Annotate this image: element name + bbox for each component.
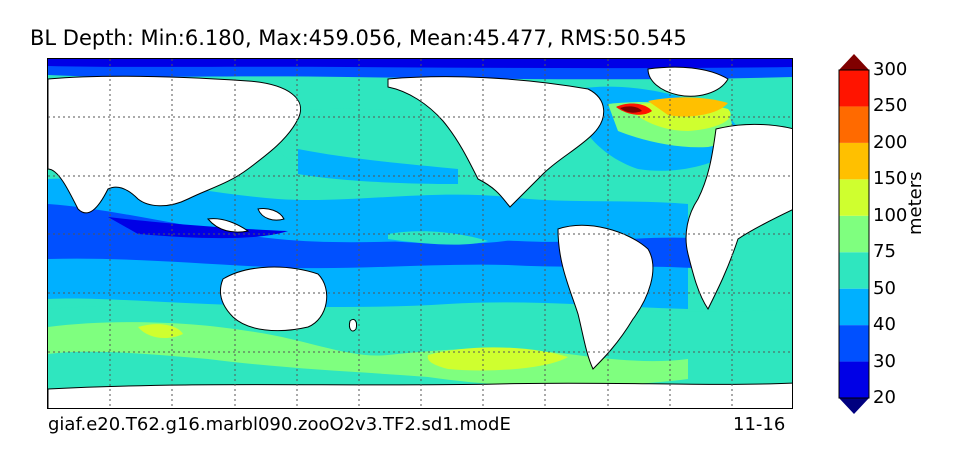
colorbar-segment: [839, 325, 869, 362]
north-atlantic-orange: [648, 97, 728, 117]
case-name-caption: giaf.e20.T62.g16.marbl090.zooO2v3.TF2.sd…: [48, 414, 511, 435]
colorbar-tick-label: 20: [873, 387, 896, 408]
colorbar-tick-label: 30: [873, 350, 896, 372]
north-pacific-sky: [298, 149, 458, 184]
map-panel: [47, 58, 793, 409]
north-atlantic-maroon: [620, 106, 642, 113]
colorbar-tick-label: 200: [873, 131, 908, 153]
colorbar-tick-label: 150: [873, 168, 908, 190]
southern-green-band: [48, 322, 688, 387]
colorbar-segment: [839, 70, 869, 107]
arctic-deep-blue: [48, 59, 792, 69]
colorbar-segment: [839, 361, 869, 398]
colorbar-segment: [839, 252, 869, 289]
map-grid: [48, 59, 792, 408]
yellow-patch-2: [427, 347, 568, 371]
cyan-patch-pacific: [388, 231, 488, 245]
colorbar-tick-label: 40: [873, 314, 896, 336]
colorbar-segment: [839, 215, 869, 253]
colorbar-extend-top: [839, 54, 869, 70]
colorbar-extend-bottom: [839, 398, 869, 414]
tropical-blue-band: [48, 204, 708, 269]
colorbar-tick-label: 50: [873, 277, 896, 299]
colorbar-segment: [839, 179, 869, 216]
colorbar-segment: [839, 106, 869, 143]
colorbar-segment: [839, 288, 869, 326]
colorbar-tick-label: 75: [873, 241, 896, 263]
colorbar-tick-label: 100: [873, 204, 908, 226]
deep-blue-patch-indian: [108, 217, 288, 239]
land: [48, 66, 792, 408]
colorbar-label: meters: [905, 171, 926, 235]
date-caption: 11-16: [733, 414, 786, 435]
colorbar: [838, 54, 870, 414]
colorbar-tick-label: 300: [873, 59, 908, 80]
colorbar-tick-label: 250: [873, 95, 908, 117]
colorbar-segment: [839, 142, 869, 180]
plot-title: BL Depth: Min:6.180, Max:459.056, Mean:4…: [30, 26, 687, 50]
bl-depth-map: [48, 59, 792, 408]
